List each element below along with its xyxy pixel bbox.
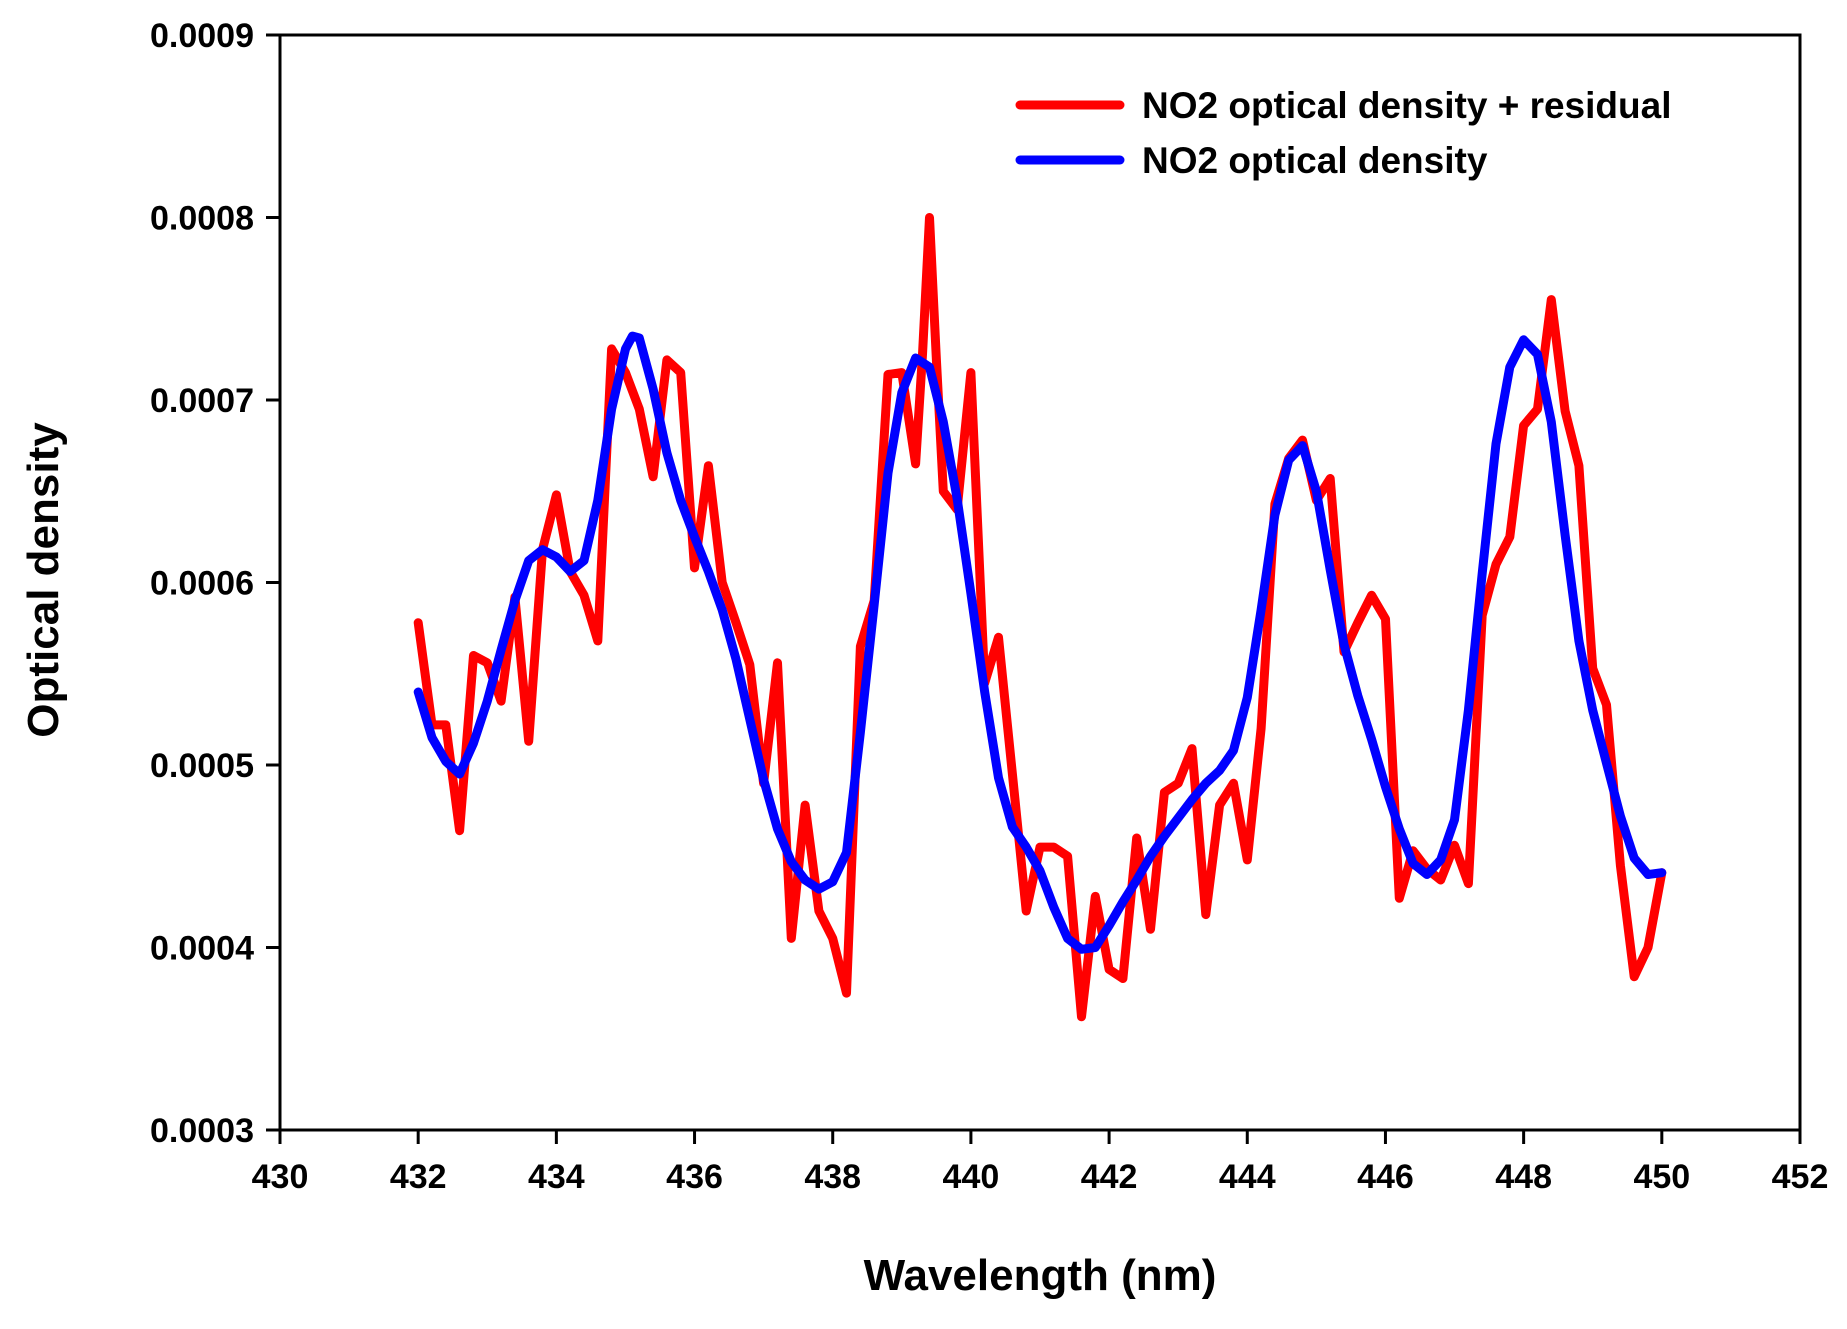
x-tick-label: 446 xyxy=(1357,1158,1414,1196)
y-tick-label: 0.0004 xyxy=(150,930,254,968)
x-axis-title: Wavelength (nm) xyxy=(864,1251,1217,1300)
y-tick-label: 0.0009 xyxy=(150,17,254,55)
x-tick-label: 444 xyxy=(1219,1158,1276,1196)
x-tick-label: 436 xyxy=(666,1158,723,1196)
x-axis-ticks: 430 432 434 436 438 440 442 444 446 448 450 452 xyxy=(252,1130,1829,1196)
y-axis-title: Optical density xyxy=(19,422,68,738)
x-tick-label: 434 xyxy=(528,1158,585,1196)
legend: NO2 optical density + residual NO2 optic… xyxy=(1015,85,1671,181)
y-tick-label: 0.0008 xyxy=(150,200,254,238)
x-tick-label: 438 xyxy=(804,1158,861,1196)
legend-label-residual: NO2 optical density + residual xyxy=(1142,85,1671,126)
y-axis-ticks: 0.0003 0.0004 0.0005 0.0006 0.0007 0.0008 0.00… xyxy=(150,17,280,1150)
x-tick-label: 452 xyxy=(1772,1158,1829,1196)
series-line-no2 xyxy=(413,331,1667,954)
x-tick-label: 448 xyxy=(1495,1158,1552,1196)
series-group xyxy=(413,213,1667,1022)
x-tick-label: 430 xyxy=(252,1158,309,1196)
x-tick-label: 440 xyxy=(943,1158,1000,1196)
y-tick-label: 0.0006 xyxy=(150,565,254,603)
x-tick-label: 432 xyxy=(390,1158,447,1196)
y-tick-label: 0.0005 xyxy=(150,747,254,785)
y-tick-label: 0.0007 xyxy=(150,382,254,420)
y-tick-label: 0.0003 xyxy=(150,1112,254,1150)
x-tick-label: 450 xyxy=(1633,1158,1690,1196)
x-tick-label: 442 xyxy=(1081,1158,1138,1196)
legend-label-no2: NO2 optical density xyxy=(1142,140,1488,181)
series-line-residual xyxy=(413,213,1667,1022)
